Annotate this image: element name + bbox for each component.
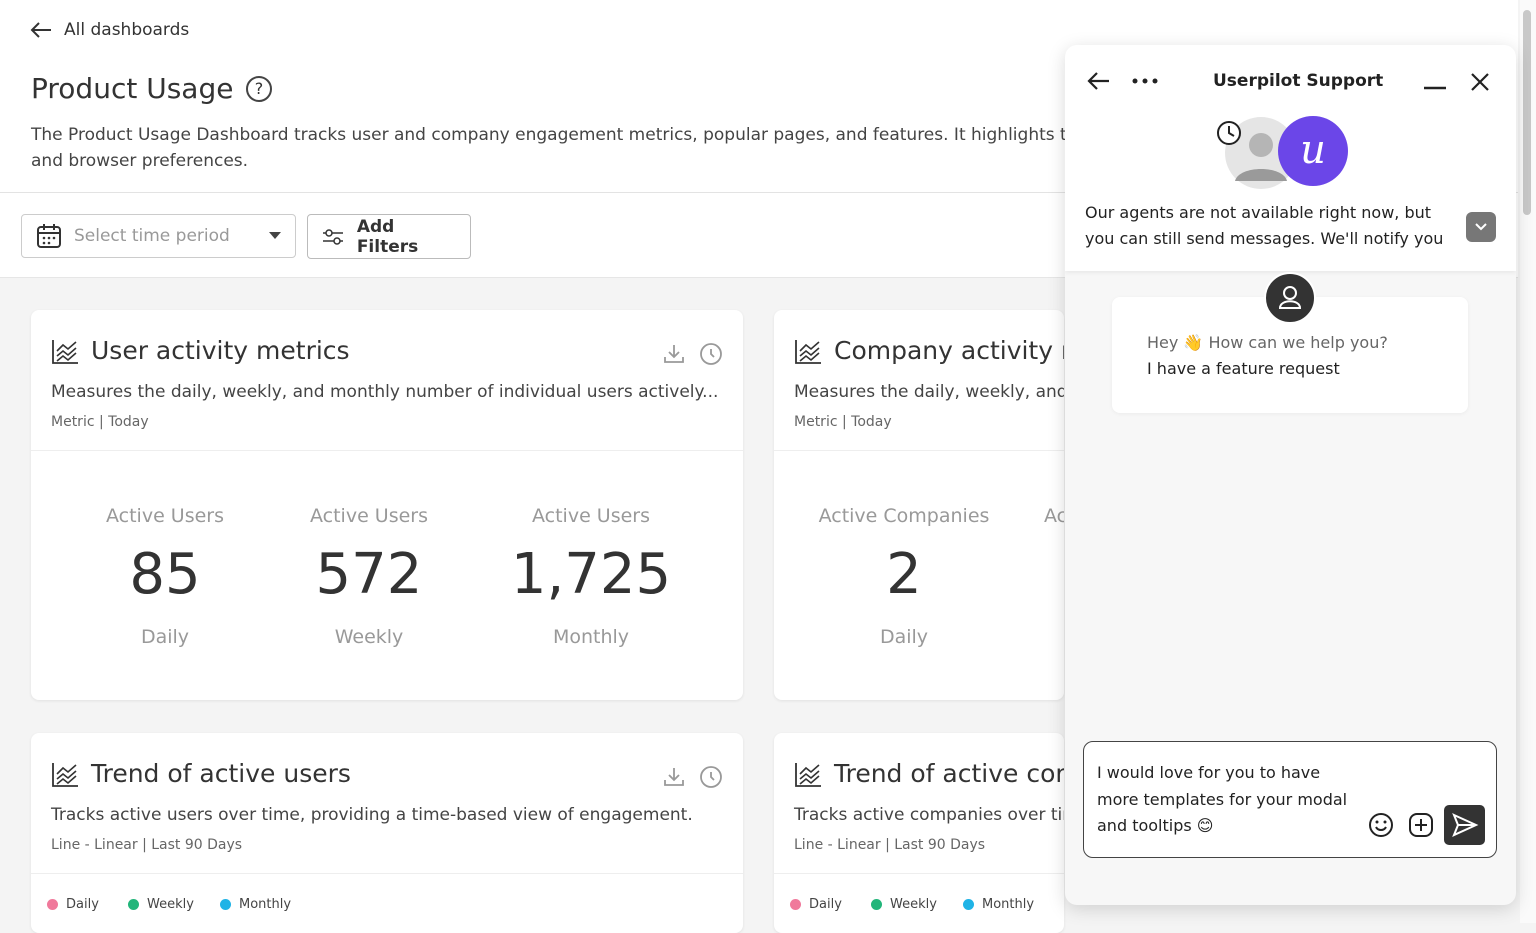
page-title: Product Usage	[31, 72, 234, 105]
legend-dot	[47, 899, 58, 910]
legend-label: Monthly	[982, 897, 1035, 912]
scroll-thumb[interactable]	[1523, 10, 1531, 215]
legend-item[interactable]: Monthly	[963, 897, 1034, 912]
card-description: Measures the daily, weekly, and r	[794, 382, 1064, 402]
metric-value: 2	[886, 542, 922, 607]
card-divider	[31, 450, 743, 451]
chat-panel: Userpilot Support u Our agents are not a…	[1065, 45, 1516, 905]
card-meta: Metric | Today	[51, 414, 149, 430]
svg-text:u: u	[1300, 127, 1326, 173]
agent-avatars: u	[1217, 116, 1348, 189]
card-title[interactable]: Trend of active com	[834, 759, 1064, 788]
dashboard-card: Company activity m Measures the daily, we…	[774, 310, 1064, 700]
metric-label: Active Users	[309, 505, 429, 527]
back-link[interactable]: All dashboards	[30, 20, 189, 40]
metric-label: Active Users	[531, 505, 651, 527]
metric-period: Daily	[879, 626, 929, 648]
input-text: I would love for you to have more templa…	[1097, 763, 1348, 835]
card-meta: Line - Linear | Last 90 Days	[794, 837, 986, 853]
message-text[interactable]: I have a feature request	[1147, 359, 1340, 378]
caret	[269, 232, 281, 239]
legend-label: Weekly	[890, 897, 937, 912]
page-description: The Product Usage Dashboard tracks user …	[31, 122, 1114, 174]
chat-back[interactable]	[1087, 71, 1111, 91]
legend-label: Daily	[809, 897, 842, 912]
card-description: Tracks active users over time, providing…	[51, 805, 693, 825]
filters-text: Add Filters	[356, 216, 419, 257]
chart-icon	[794, 762, 822, 792]
card-divider	[31, 873, 743, 874]
metric-period: Weekly	[334, 626, 404, 648]
card-title[interactable]: Company activity m	[834, 336, 1064, 365]
legend-dot	[220, 899, 231, 910]
legend-item[interactable]: Weekly	[871, 897, 937, 912]
expand-notice[interactable]	[1466, 212, 1496, 242]
send-button[interactable]	[1444, 805, 1485, 845]
legend-dot	[128, 899, 139, 910]
card-title[interactable]: Trend of active users	[91, 759, 351, 788]
chat-menu[interactable]	[1131, 77, 1161, 85]
card-divider	[774, 450, 1064, 451]
chart-icon	[51, 339, 79, 369]
card-title[interactable]: User activity metrics	[91, 336, 350, 365]
legend-item[interactable]: Daily	[790, 897, 842, 912]
message-input[interactable]: I would love for you to have more templa…	[1083, 741, 1497, 858]
metric-period: Monthly	[552, 626, 630, 648]
card-divider	[774, 873, 1064, 874]
legend-item[interactable]: Daily	[47, 897, 99, 912]
chart-icon	[51, 762, 79, 792]
legend-label: Daily	[66, 897, 99, 912]
metric-label: Ac	[1044, 505, 1064, 527]
metric-value: 85	[129, 542, 201, 607]
card-description: Tracks active companies over tim	[794, 805, 1064, 825]
metric-value: 1,725	[510, 542, 672, 607]
description-line: The Product Usage Dashboard tracks user …	[31, 125, 1115, 145]
time-placeholder: Select time period	[74, 226, 230, 246]
message-text: Hey 👋 How can we help you?	[1147, 333, 1388, 352]
card-actions	[663, 342, 723, 370]
chart-icon	[794, 339, 822, 369]
legend-label: Weekly	[147, 897, 194, 912]
filter-icon	[323, 228, 343, 245]
metric-label: Active Companies	[818, 505, 990, 527]
emoji-button[interactable]	[1368, 812, 1394, 838]
time-select[interactable]: Select time period	[21, 214, 296, 258]
metric-period: Daily	[140, 626, 190, 648]
legend-dot	[790, 899, 801, 910]
user-avatar	[1264, 272, 1316, 324]
legend-label: Monthly	[239, 897, 292, 912]
calendar-icon	[37, 224, 61, 248]
back-text: All dashboards	[64, 20, 190, 40]
chat-title: Userpilot Support	[1213, 71, 1384, 91]
divider	[0, 192, 1518, 193]
scrollbar	[1520, 0, 1536, 923]
card-actions	[663, 765, 723, 793]
description-line: and browser preferences.	[31, 151, 249, 171]
add-filters-button[interactable]: Add Filters	[307, 214, 471, 259]
help-icon[interactable]: ?	[246, 76, 272, 102]
chat-notice: Our agents are not available right now, …	[1085, 203, 1444, 248]
card-description: Measures the daily, weekly, and monthly …	[51, 382, 719, 402]
card-meta: Line - Linear | Last 90 Days	[51, 837, 243, 853]
card-meta: Metric | Today	[794, 414, 892, 430]
legend-dot	[871, 899, 882, 910]
chat-close[interactable]	[1470, 72, 1490, 92]
legend-item[interactable]: Weekly	[128, 897, 194, 912]
legend-dot	[963, 899, 974, 910]
metric-value: 572	[315, 542, 423, 607]
metric-label: Active Users	[105, 505, 225, 527]
dashboard-card: Trend of active users Tracks active users…	[31, 733, 743, 933]
chat-minimize[interactable]	[1423, 85, 1447, 91]
dashboard-card: Trend of active com Tracks active compani…	[774, 733, 1064, 933]
attach-button[interactable]	[1408, 812, 1434, 838]
dashboard-card: User activity metrics Measures the daily,…	[31, 310, 743, 700]
back-icon	[30, 22, 51, 38]
legend-item[interactable]: Monthly	[220, 897, 291, 912]
